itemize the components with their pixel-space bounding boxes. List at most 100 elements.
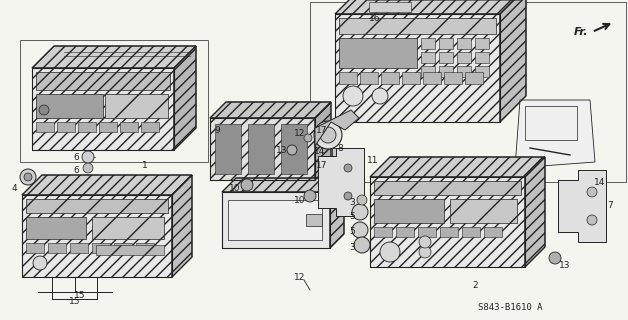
- Polygon shape: [475, 66, 489, 77]
- Polygon shape: [457, 52, 471, 63]
- Polygon shape: [174, 46, 196, 150]
- Circle shape: [352, 204, 368, 220]
- Polygon shape: [374, 227, 392, 237]
- Polygon shape: [439, 66, 453, 77]
- Polygon shape: [475, 52, 489, 63]
- Polygon shape: [26, 243, 44, 253]
- Polygon shape: [457, 66, 471, 77]
- Polygon shape: [396, 227, 414, 237]
- Circle shape: [33, 256, 47, 270]
- Circle shape: [24, 173, 32, 181]
- Polygon shape: [418, 227, 436, 237]
- Polygon shape: [26, 217, 86, 239]
- Circle shape: [549, 252, 561, 264]
- Polygon shape: [57, 122, 75, 132]
- Circle shape: [587, 215, 597, 225]
- Polygon shape: [360, 72, 378, 84]
- Polygon shape: [500, 0, 526, 122]
- Polygon shape: [440, 227, 458, 237]
- Polygon shape: [92, 217, 164, 239]
- Circle shape: [352, 222, 368, 238]
- Circle shape: [20, 169, 36, 185]
- Polygon shape: [96, 245, 164, 255]
- Text: 10: 10: [229, 183, 241, 193]
- Text: 3: 3: [349, 243, 355, 252]
- Polygon shape: [281, 124, 307, 174]
- Circle shape: [39, 105, 49, 115]
- Text: 17: 17: [317, 125, 328, 134]
- Circle shape: [344, 164, 352, 172]
- Polygon shape: [381, 72, 399, 84]
- Polygon shape: [318, 148, 364, 216]
- Polygon shape: [335, 0, 526, 14]
- Text: 11: 11: [367, 156, 379, 164]
- Polygon shape: [421, 52, 435, 63]
- Polygon shape: [439, 38, 453, 49]
- Text: 5: 5: [349, 212, 355, 220]
- Text: 15: 15: [69, 298, 81, 307]
- Polygon shape: [369, 2, 411, 12]
- Circle shape: [241, 179, 253, 191]
- Text: 2: 2: [472, 281, 478, 290]
- Polygon shape: [462, 227, 480, 237]
- Polygon shape: [36, 122, 54, 132]
- Text: S843-B1610 A: S843-B1610 A: [478, 303, 543, 313]
- Circle shape: [320, 127, 336, 143]
- Polygon shape: [335, 14, 500, 122]
- Text: 14: 14: [314, 147, 326, 156]
- Polygon shape: [450, 199, 517, 223]
- Polygon shape: [32, 46, 196, 68]
- Text: 14: 14: [594, 178, 605, 187]
- Polygon shape: [330, 178, 344, 248]
- Polygon shape: [374, 181, 521, 195]
- Polygon shape: [444, 72, 462, 84]
- Text: 10: 10: [295, 196, 306, 204]
- Polygon shape: [402, 72, 420, 84]
- Text: 17: 17: [317, 161, 328, 170]
- Polygon shape: [228, 200, 322, 240]
- Polygon shape: [210, 118, 315, 180]
- Circle shape: [304, 190, 316, 202]
- Polygon shape: [421, 66, 435, 77]
- Polygon shape: [48, 243, 66, 253]
- Polygon shape: [222, 192, 330, 248]
- Polygon shape: [26, 199, 168, 213]
- Circle shape: [372, 88, 388, 104]
- Polygon shape: [92, 243, 110, 253]
- Polygon shape: [374, 199, 444, 223]
- Circle shape: [304, 134, 312, 142]
- Polygon shape: [484, 227, 502, 237]
- Circle shape: [314, 121, 342, 149]
- Circle shape: [357, 195, 367, 205]
- Text: 12: 12: [295, 274, 306, 283]
- Text: 3: 3: [349, 197, 355, 206]
- Polygon shape: [136, 243, 154, 253]
- Polygon shape: [22, 175, 192, 195]
- Polygon shape: [22, 195, 172, 277]
- Circle shape: [344, 192, 352, 200]
- Polygon shape: [525, 157, 545, 267]
- Text: Fr.: Fr.: [573, 27, 588, 37]
- Polygon shape: [172, 175, 192, 277]
- Polygon shape: [332, 148, 344, 164]
- Polygon shape: [248, 124, 274, 174]
- Text: 4: 4: [11, 183, 17, 193]
- Circle shape: [380, 242, 400, 262]
- Polygon shape: [36, 94, 103, 118]
- Polygon shape: [120, 122, 138, 132]
- Polygon shape: [370, 157, 545, 177]
- Text: 6: 6: [73, 165, 79, 174]
- Circle shape: [287, 145, 297, 155]
- Text: 8: 8: [337, 143, 343, 153]
- Polygon shape: [32, 68, 174, 150]
- Polygon shape: [215, 124, 241, 174]
- Text: 13: 13: [560, 260, 571, 269]
- Polygon shape: [457, 38, 471, 49]
- Text: 6: 6: [73, 153, 79, 162]
- Polygon shape: [99, 122, 117, 132]
- Polygon shape: [105, 94, 168, 118]
- Circle shape: [419, 236, 431, 248]
- Polygon shape: [210, 102, 331, 118]
- Polygon shape: [370, 177, 525, 267]
- Polygon shape: [306, 214, 322, 226]
